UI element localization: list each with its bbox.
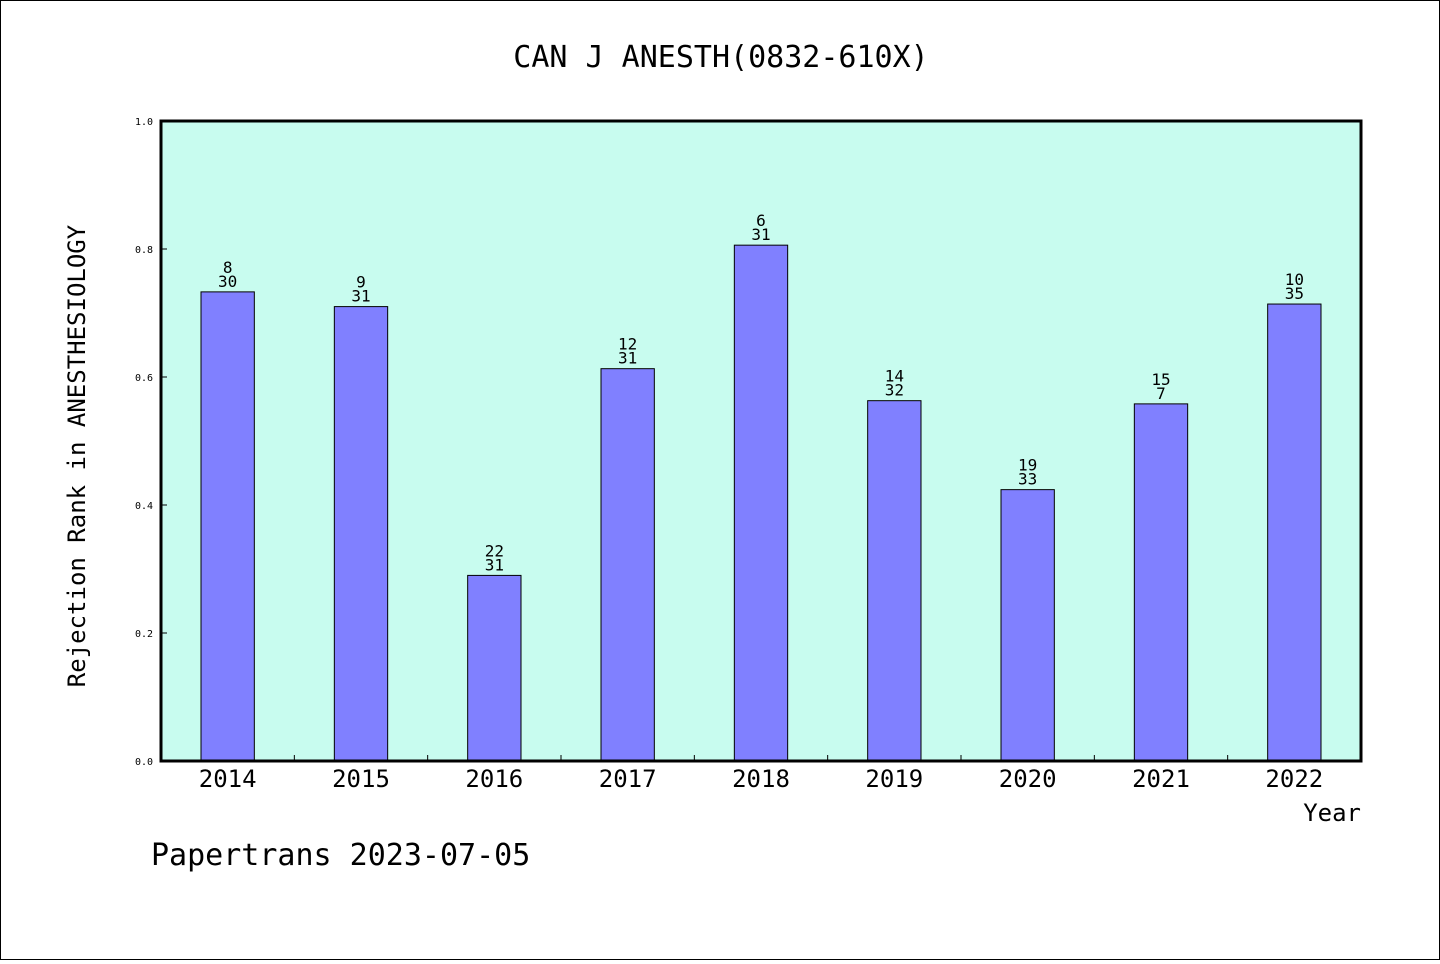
bar-label-total: 32 [885,381,904,400]
y-tick-label: 0.0 [135,757,153,768]
x-tick-label: 2017 [599,765,657,793]
bar-2021 [1133,403,1189,762]
bar-label-rank: 22 [485,541,504,560]
bar-label-rank: 8 [223,258,233,277]
bar-label-total: 31 [618,349,637,368]
y-tick-label: 1.0 [135,117,153,128]
bar-label-rank: 10 [1285,270,1304,289]
bar-label-rank: 6 [756,211,766,230]
bar-label-total: 33 [1018,470,1037,489]
bar-label-total: 30 [218,272,237,291]
y-tick-label: 0.8 [135,245,153,256]
x-tick-label: 2020 [999,765,1057,793]
bar-2018 [733,244,789,762]
bar-label-total: 7 [1156,384,1166,403]
bar-2015 [333,306,389,762]
x-tick-label: 2019 [865,765,923,793]
bar-label-total: 31 [485,555,504,574]
x-tick-label: 2015 [332,765,390,793]
x-tick-label: 2018 [732,765,790,793]
bar-2014 [200,291,255,762]
bar-2017 [600,368,655,762]
footer-text: Papertrans 2023-07-05 [151,838,530,873]
y-tick-label: 0.2 [135,629,153,640]
bar-label-total: 35 [1285,284,1304,303]
bar-2022 [1267,303,1322,762]
bar-label-rank: 12 [618,335,637,354]
x-tick-label: 2022 [1265,765,1323,793]
y-tick-label: 0.4 [135,501,153,512]
bar-label-rank: 19 [1018,456,1037,475]
y-tick-label: 0.6 [135,373,153,384]
x-tick-label: 2021 [1132,765,1190,793]
bar-2016 [467,574,522,762]
bar-label-rank: 14 [885,367,904,386]
bar-label-total: 31 [751,225,770,244]
bar-2019 [867,400,922,762]
bar-label-rank: 9 [356,273,366,292]
x-tick-label: 2014 [199,765,257,793]
x-tick-label: 2016 [465,765,523,793]
bar-2020 [1000,489,1055,762]
bar-label-rank: 15 [1151,370,1170,389]
chart-title: CAN J ANESTH(0832-610X) [513,40,928,75]
bar-label-total: 31 [351,287,370,306]
plot-border [159,119,1363,763]
x-axis-label: Year [1303,799,1361,827]
y-axis-label: Rejection Rank in ANESTHESIOLOGY [63,224,91,687]
